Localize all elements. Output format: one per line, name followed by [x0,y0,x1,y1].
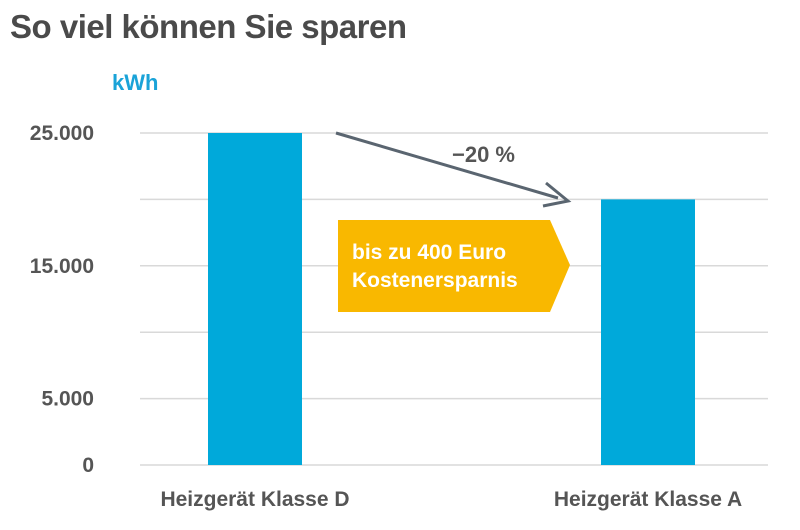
x-category-label: Heizgerät Klasse A [554,488,742,511]
y-axis-unit-label: kWh [112,70,159,95]
category-labels: Heizgerät Klasse D Heizgerät Klasse A [160,488,742,511]
reduction-percent-label: −20 % [452,142,515,167]
y-tick-label: 15.000 [30,255,94,278]
x-category-label: Heizgerät Klasse D [160,488,349,511]
savings-callout: bis zu 400 Euro Kostenersparnis [338,220,570,312]
bars [208,133,695,465]
bar-klasse-d [208,133,302,465]
y-tick-label: 5.000 [41,388,94,411]
bar-klasse-a [601,199,695,465]
chart-title: So viel können Sie sparen [10,8,407,45]
reduction-arrow [335,131,572,208]
callout-line-2: Kostenersparnis [352,269,518,292]
callout-line-1: bis zu 400 Euro [352,241,506,264]
y-tick-label: 25.000 [30,122,94,145]
y-axis-ticks: 0 5.000 15.000 25.000 [30,122,94,477]
y-tick-label: 0 [82,454,94,477]
